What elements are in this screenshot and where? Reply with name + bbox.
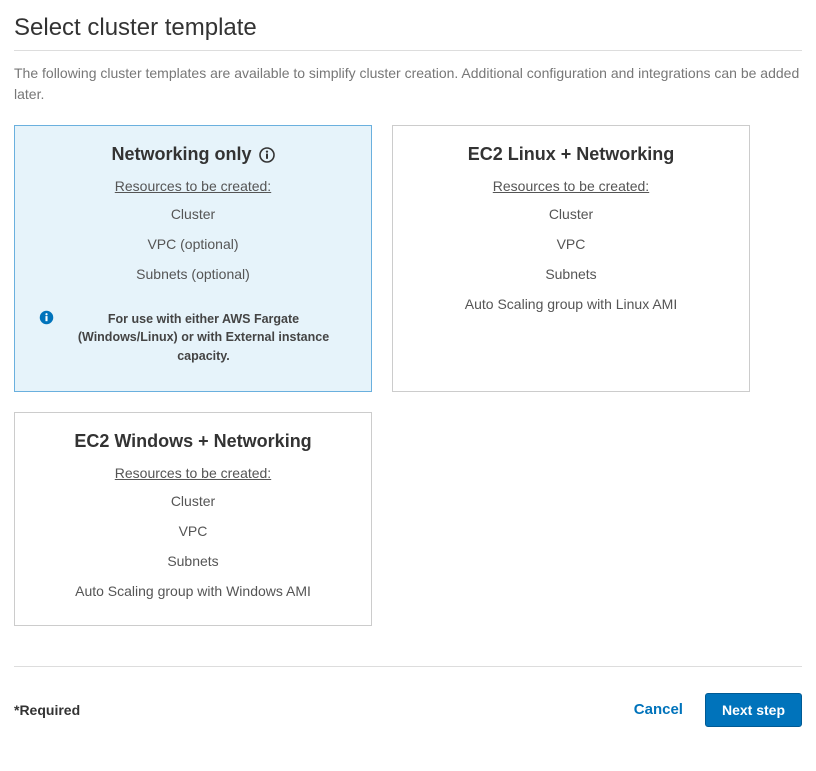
resources-label: Resources to be created:: [33, 465, 353, 481]
footer: *Required Cancel Next step: [14, 693, 802, 727]
next-step-button[interactable]: Next step: [705, 693, 802, 727]
card-title: Networking only: [33, 142, 353, 166]
resource-item: Cluster: [33, 206, 353, 222]
cancel-button[interactable]: Cancel: [634, 701, 683, 718]
card-title-text: EC2 Linux + Networking: [468, 144, 675, 164]
template-cards: Networking only Resources to be created:…: [14, 125, 802, 626]
resource-item: Cluster: [33, 493, 353, 509]
card-title: EC2 Linux + Networking: [411, 142, 731, 166]
required-label: *Required: [14, 702, 80, 718]
title-divider: [14, 50, 802, 51]
footer-actions: Cancel Next step: [634, 693, 802, 727]
template-card-ec2-linux[interactable]: EC2 Linux + Networking Resources to be c…: [392, 125, 750, 392]
resource-item: VPC: [411, 236, 731, 252]
resources-list: Cluster VPC Subnets Auto Scaling group w…: [411, 206, 731, 312]
resources-list: Cluster VPC (optional) Subnets (optional…: [33, 206, 353, 282]
card-title-text: EC2 Windows + Networking: [74, 431, 311, 451]
resource-item: Subnets: [411, 266, 731, 282]
card-note-text: For use with either AWS Fargate (Windows…: [60, 310, 347, 364]
resource-item: VPC (optional): [33, 236, 353, 252]
info-icon[interactable]: [259, 147, 275, 163]
info-icon: [39, 310, 54, 325]
card-title: EC2 Windows + Networking: [33, 429, 353, 453]
card-title-text: Networking only: [111, 144, 251, 164]
resources-label: Resources to be created:: [33, 178, 353, 194]
footer-divider: [14, 666, 802, 667]
page-title: Select cluster template: [14, 14, 802, 42]
resource-item: Subnets (optional): [33, 266, 353, 282]
resource-item: VPC: [33, 523, 353, 539]
template-card-networking-only[interactable]: Networking only Resources to be created:…: [14, 125, 372, 392]
resource-item: Subnets: [33, 553, 353, 569]
resource-item: Auto Scaling group with Windows AMI: [33, 583, 353, 599]
resource-item: Cluster: [411, 206, 731, 222]
resources-label: Resources to be created:: [411, 178, 731, 194]
resources-list: Cluster VPC Subnets Auto Scaling group w…: [33, 493, 353, 599]
card-note: For use with either AWS Fargate (Windows…: [33, 310, 353, 364]
template-card-ec2-windows[interactable]: EC2 Windows + Networking Resources to be…: [14, 412, 372, 626]
intro-text: The following cluster templates are avai…: [14, 63, 802, 105]
resource-item: Auto Scaling group with Linux AMI: [411, 296, 731, 312]
